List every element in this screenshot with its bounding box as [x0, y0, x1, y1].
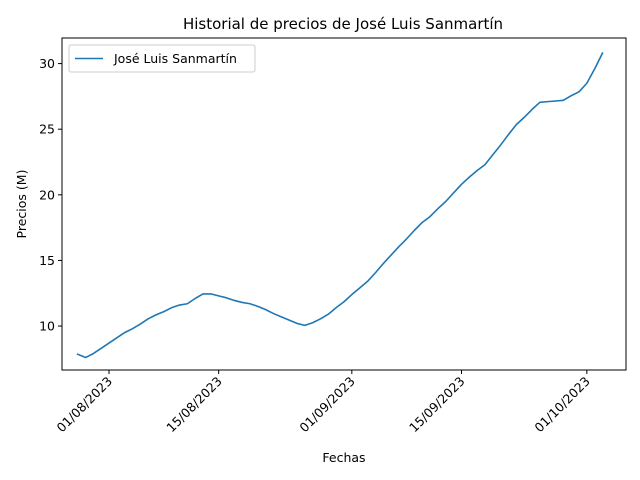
legend: José Luis Sanmartín	[68, 44, 256, 73]
x-axis-label: Fechas	[322, 450, 365, 465]
y-axis: 10 15 20 25 30	[39, 56, 62, 334]
y-tick-label: 20	[39, 187, 55, 202]
chart-title: Historial de precios de José Luis Sanmar…	[183, 15, 503, 33]
legend-label: José Luis Sanmartín	[113, 51, 237, 66]
y-axis-label: Precios (M)	[14, 170, 29, 239]
series-line-jose-luis-sanmartin	[76, 52, 604, 359]
y-tick-label: 15	[39, 253, 55, 268]
y-tick-label: 25	[39, 122, 55, 137]
plot-area	[61, 37, 627, 371]
legend-box	[68, 44, 256, 73]
y-tick-label: 10	[39, 319, 55, 334]
axes-frame	[61, 37, 627, 371]
y-tick-label: 30	[39, 56, 55, 71]
